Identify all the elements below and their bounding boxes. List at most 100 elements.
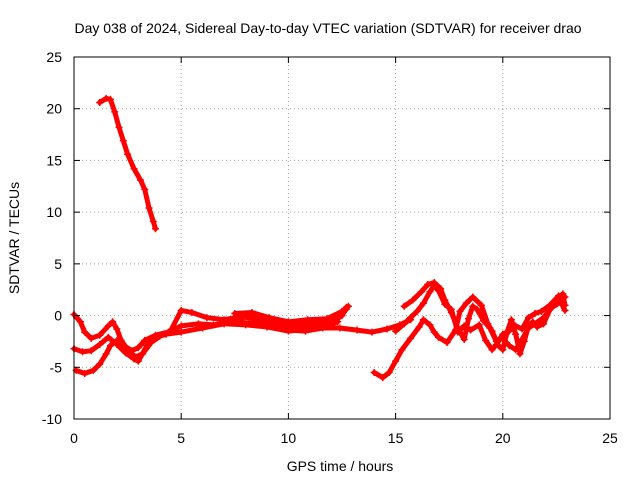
data-point bbox=[203, 314, 211, 322]
data-point bbox=[518, 325, 526, 333]
data-point bbox=[368, 328, 376, 336]
data-point bbox=[456, 307, 464, 315]
data-point bbox=[557, 298, 565, 306]
data-point bbox=[194, 320, 202, 328]
data-point bbox=[106, 95, 114, 103]
data-point bbox=[561, 306, 569, 314]
data-point bbox=[540, 314, 548, 322]
data-point bbox=[76, 318, 84, 326]
data-point bbox=[370, 368, 378, 376]
y-tick-label: 0 bbox=[54, 308, 62, 324]
x-tick-label: 15 bbox=[388, 430, 404, 446]
data-point bbox=[162, 330, 170, 338]
data-point bbox=[136, 176, 144, 184]
chart-title: Day 038 of 2024, Sidereal Day-to-day VTE… bbox=[74, 20, 581, 36]
data-point bbox=[87, 334, 95, 342]
series-arc-late-c bbox=[400, 278, 569, 354]
data-point bbox=[113, 325, 121, 333]
data-point bbox=[265, 314, 273, 322]
data-point bbox=[512, 322, 520, 330]
data-point bbox=[248, 308, 256, 316]
data-point bbox=[106, 342, 114, 350]
data-point bbox=[259, 318, 267, 326]
data-point bbox=[434, 333, 442, 341]
data-point bbox=[430, 328, 438, 336]
data-point bbox=[104, 333, 112, 341]
data-point bbox=[473, 305, 481, 313]
data-point bbox=[89, 366, 97, 374]
data-point bbox=[177, 322, 185, 330]
plot-frame bbox=[73, 56, 611, 420]
data-point bbox=[284, 318, 292, 326]
data-point bbox=[407, 334, 415, 342]
data-point bbox=[548, 303, 556, 311]
data-point bbox=[124, 150, 132, 158]
y-tick-label: 10 bbox=[46, 204, 62, 220]
data-point bbox=[113, 341, 121, 349]
y-tick-label: 15 bbox=[46, 152, 62, 168]
data-point bbox=[109, 318, 117, 326]
data-point bbox=[145, 204, 153, 212]
data-point bbox=[447, 308, 455, 316]
data-point bbox=[96, 341, 104, 349]
data-point bbox=[525, 314, 533, 322]
data-point bbox=[334, 318, 342, 326]
x-tick-label: 0 bbox=[70, 430, 78, 446]
y-tick-label: -10 bbox=[42, 411, 62, 427]
data-point bbox=[400, 320, 408, 328]
y-tick-label: 25 bbox=[46, 49, 62, 65]
x-tick-label: 20 bbox=[495, 430, 511, 446]
data-point bbox=[121, 349, 129, 357]
data-point bbox=[531, 320, 539, 328]
data-point bbox=[141, 336, 149, 344]
data-point bbox=[338, 307, 346, 315]
data-point bbox=[336, 324, 344, 332]
series-arc-mid-b bbox=[231, 302, 352, 326]
data-point bbox=[177, 328, 185, 336]
data-point bbox=[96, 331, 104, 339]
data-point bbox=[134, 344, 142, 352]
data-point bbox=[353, 326, 361, 334]
data-point bbox=[134, 357, 142, 365]
data-point bbox=[151, 225, 159, 233]
data-point bbox=[344, 302, 352, 310]
data-point bbox=[96, 360, 104, 368]
data-point bbox=[518, 335, 526, 343]
grid bbox=[74, 57, 610, 419]
x-axis-ticks: 0 5 10 15 20 25 bbox=[70, 57, 618, 446]
data-point bbox=[561, 293, 569, 301]
data-point bbox=[272, 323, 280, 331]
data-point bbox=[130, 355, 138, 363]
data-point bbox=[480, 317, 488, 325]
series-line bbox=[232, 303, 351, 325]
data-point bbox=[284, 326, 292, 334]
data-point bbox=[475, 321, 483, 329]
data-point bbox=[443, 338, 451, 346]
data-point bbox=[419, 316, 427, 324]
data-point bbox=[130, 165, 138, 173]
data-point bbox=[141, 185, 149, 193]
series-arc-high bbox=[96, 94, 159, 233]
data-point bbox=[119, 137, 127, 145]
y-tick-label: -5 bbox=[50, 359, 63, 375]
data-point bbox=[304, 316, 312, 324]
data-point bbox=[462, 299, 470, 307]
data-point bbox=[220, 319, 228, 327]
data-point bbox=[486, 324, 494, 332]
data-point bbox=[492, 337, 500, 345]
x-tick-label: 25 bbox=[602, 430, 618, 446]
data-point bbox=[531, 310, 539, 318]
x-tick-label: 10 bbox=[281, 430, 297, 446]
data-point bbox=[415, 323, 423, 331]
data-point bbox=[199, 324, 207, 332]
data-point bbox=[505, 327, 513, 335]
data-point bbox=[537, 307, 545, 315]
data-point bbox=[188, 308, 196, 316]
data-point bbox=[419, 299, 427, 307]
data-series bbox=[70, 94, 569, 382]
data-point bbox=[482, 336, 490, 344]
data-point bbox=[413, 307, 421, 315]
data-point bbox=[555, 292, 563, 300]
data-point bbox=[177, 306, 185, 314]
